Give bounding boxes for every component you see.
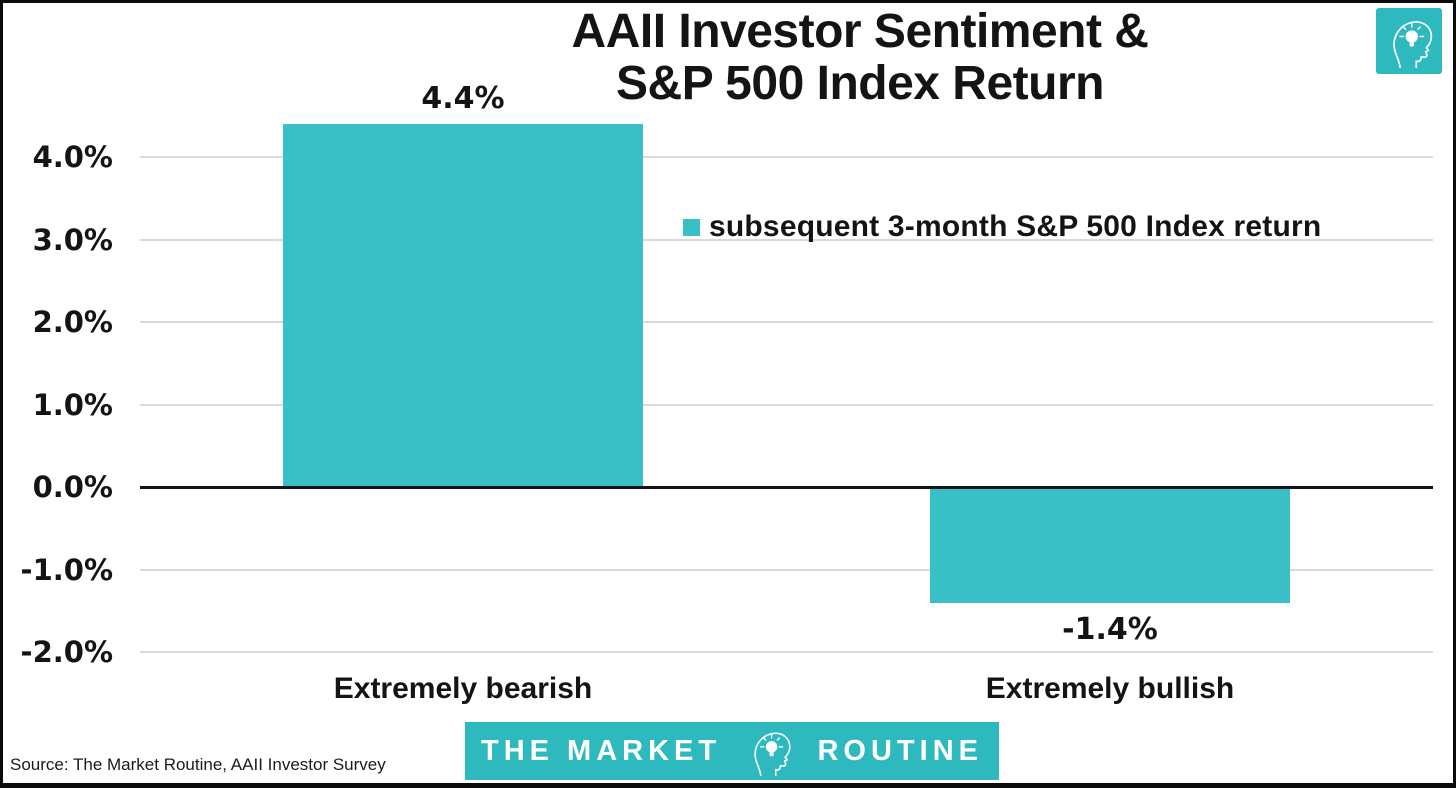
chart-title: AAII Investor Sentiment & S&P 500 Index … (440, 6, 1280, 110)
banner-text-left: THE MARKET (481, 734, 722, 767)
bar-value-label: -1.4% (1062, 611, 1158, 647)
gridline (140, 156, 1433, 158)
legend-swatch (683, 218, 700, 236)
banner-text-right: ROUTINE (817, 734, 983, 767)
legend: subsequent 3-month S&P 500 Index return (683, 207, 1321, 247)
head-lightbulb-icon (754, 732, 791, 777)
legend-label: subsequent 3-month S&P 500 Index return (709, 210, 1322, 243)
brand-logo-badge (1376, 8, 1442, 74)
gridline (140, 568, 1433, 571)
bar (283, 124, 643, 487)
head-lightbulb-icon (1393, 21, 1433, 69)
chart-title-line2: S&P 500 Index Return (616, 57, 1104, 110)
y-tick-label: 3.0% (32, 222, 113, 257)
gridline (140, 651, 1433, 653)
y-tick-label: 1.0% (32, 387, 113, 422)
y-tick-label: 0.0% (32, 470, 113, 504)
category-label: Extremely bullish (985, 672, 1235, 705)
y-tick-label: -1.0% (20, 552, 113, 587)
y-tick-label: 4.0% (32, 140, 113, 174)
source-note: Source: The Market Routine, AAII Investo… (10, 755, 386, 774)
gridline (140, 238, 1433, 241)
bar (930, 487, 1290, 603)
y-tick-label: -2.0% (20, 635, 113, 669)
gridline (140, 403, 1433, 406)
y-tick-label: 2.0% (32, 305, 113, 339)
zero-axis-line (140, 485, 1433, 489)
brand-banner: THE MARKET ROUTINE (465, 722, 999, 780)
bar-value-label: 4.4% (421, 81, 505, 116)
category-label: Extremely bearish (333, 672, 593, 705)
gridline (140, 321, 1433, 323)
chart-title-line1: AAII Investor Sentiment & (571, 5, 1149, 58)
